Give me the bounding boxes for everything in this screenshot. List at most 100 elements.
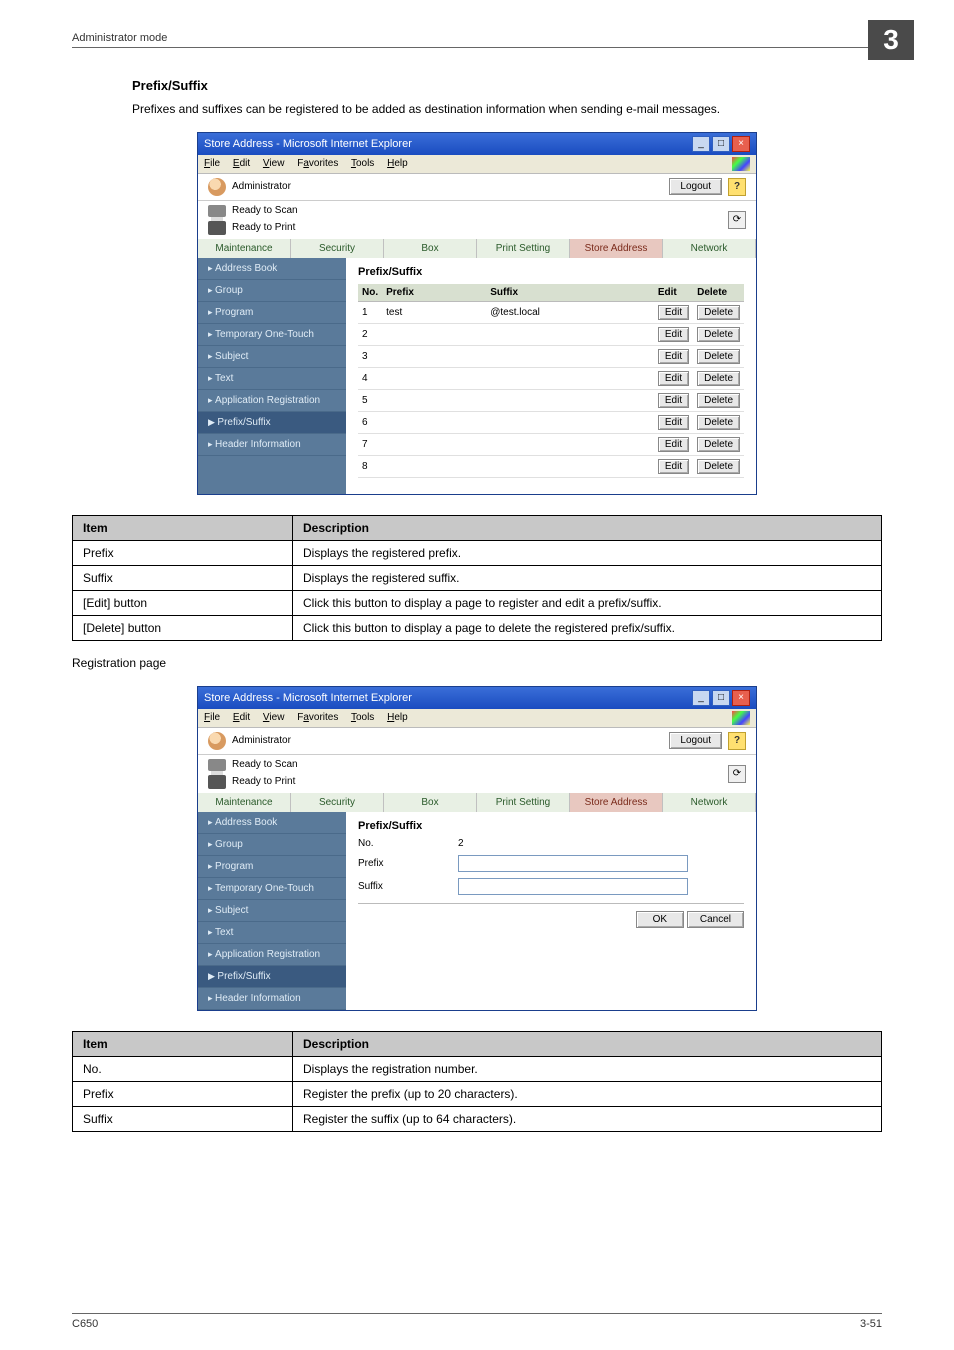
cell-desc: Displays the registered suffix. [293, 565, 882, 590]
cancel-button[interactable]: Cancel [687, 911, 744, 928]
edit-button[interactable]: Edit [658, 371, 689, 386]
cell-item: Suffix [73, 565, 293, 590]
menu-view-2[interactable]: View [263, 712, 285, 723]
tab-box[interactable]: Box [384, 239, 477, 258]
col-edit: Edit [654, 284, 693, 302]
table-row: SuffixDisplays the registered suffix. [73, 565, 882, 590]
sidebar-item-prefix-suffix-2[interactable]: Prefix/Suffix [198, 966, 346, 988]
tab-maintenance[interactable]: Maintenance [198, 239, 291, 258]
menu-help[interactable]: Help [387, 158, 408, 169]
sidebar-item-temporary[interactable]: Temporary One-Touch [198, 324, 346, 346]
tab-security[interactable]: Security [291, 239, 384, 258]
printer-icon-2 [208, 775, 226, 789]
close-icon-2[interactable]: × [732, 690, 750, 706]
help-icon-2[interactable]: ? [728, 732, 746, 750]
prefix-input[interactable] [458, 855, 688, 872]
close-icon[interactable]: × [732, 136, 750, 152]
footer-model: C650 [72, 1318, 98, 1330]
edit-button[interactable]: Edit [658, 459, 689, 474]
sidebar-item-header-info[interactable]: Header Information [198, 434, 346, 456]
delete-button[interactable]: Delete [697, 349, 740, 364]
sidebar-item-subject[interactable]: Subject [198, 346, 346, 368]
spec-table-registration: Item Description No.Displays the registr… [72, 1031, 882, 1132]
sidebar-item-prefix-suffix[interactable]: Prefix/Suffix [198, 412, 346, 434]
help-icon[interactable]: ? [728, 178, 746, 196]
cell-desc: Click this button to display a page to d… [293, 615, 882, 640]
menu-edit-2[interactable]: Edit [233, 712, 250, 723]
maximize-icon-2[interactable]: □ [712, 690, 730, 706]
reg-label-suffix: Suffix [358, 881, 458, 892]
delete-button[interactable]: Delete [697, 459, 740, 474]
sidebar-item-group-2[interactable]: Group [198, 834, 346, 856]
tab-security-2[interactable]: Security [291, 793, 384, 812]
col-prefix: Prefix [382, 284, 486, 302]
tab-store-address[interactable]: Store Address [570, 239, 663, 258]
refresh-icon[interactable]: ⟳ [728, 211, 746, 229]
delete-button[interactable]: Delete [697, 305, 740, 320]
sidebar-item-subject-2[interactable]: Subject [198, 900, 346, 922]
sidebar-item-temporary-2[interactable]: Temporary One-Touch [198, 878, 346, 900]
edit-button[interactable]: Edit [658, 437, 689, 452]
menu-file-2[interactable]: File [204, 712, 220, 723]
table-row: 6 Edit Delete [358, 411, 744, 433]
edit-button[interactable]: Edit [658, 415, 689, 430]
edit-button[interactable]: Edit [658, 349, 689, 364]
pane-title-2: Prefix/Suffix [358, 820, 744, 832]
menu-tools[interactable]: Tools [351, 158, 374, 169]
cell-desc: Register the suffix (up to 64 characters… [293, 1106, 882, 1131]
cell-suffix [486, 389, 654, 411]
minimize-icon[interactable]: _ [692, 136, 710, 152]
minimize-icon-2[interactable]: _ [692, 690, 710, 706]
tab-store-address-2[interactable]: Store Address [570, 793, 663, 812]
suffix-input[interactable] [458, 878, 688, 895]
ie-window-list: Store Address - Microsoft Internet Explo… [197, 132, 757, 495]
sidebar-item-app-reg-2[interactable]: Application Registration [198, 944, 346, 966]
menu-file[interactable]: File [204, 158, 220, 169]
cell-prefix [382, 455, 486, 477]
ie-title-2: Store Address - Microsoft Internet Explo… [204, 692, 412, 704]
tab-maintenance-2[interactable]: Maintenance [198, 793, 291, 812]
col-delete: Delete [693, 284, 744, 302]
sidebar-item-program[interactable]: Program [198, 302, 346, 324]
delete-button[interactable]: Delete [697, 371, 740, 386]
sidebar-item-address-book[interactable]: Address Book [198, 258, 346, 280]
cell-no: 6 [358, 411, 382, 433]
sidebar-item-address-book-2[interactable]: Address Book [198, 812, 346, 834]
ok-button[interactable]: OK [636, 911, 684, 928]
sidebar-item-text[interactable]: Text [198, 368, 346, 390]
tab-network-2[interactable]: Network [663, 793, 756, 812]
tab-network[interactable]: Network [663, 239, 756, 258]
menu-tools-2[interactable]: Tools [351, 712, 374, 723]
sidebar-item-header-info-2[interactable]: Header Information [198, 988, 346, 1010]
section-title: Prefix/Suffix [132, 78, 882, 93]
delete-button[interactable]: Delete [697, 415, 740, 430]
delete-button[interactable]: Delete [697, 437, 740, 452]
tab-box-2[interactable]: Box [384, 793, 477, 812]
sidebar-item-app-reg[interactable]: Application Registration [198, 390, 346, 412]
spec1-head-item: Item [73, 515, 293, 540]
cell-suffix [486, 323, 654, 345]
edit-button[interactable]: Edit [658, 327, 689, 342]
maximize-icon[interactable]: □ [712, 136, 730, 152]
tab-print-setting[interactable]: Print Setting [477, 239, 570, 258]
sidebar-item-group[interactable]: Group [198, 280, 346, 302]
menu-favorites[interactable]: Favorites [297, 158, 338, 169]
logout-button-2[interactable]: Logout [669, 732, 722, 749]
menu-edit[interactable]: Edit [233, 158, 250, 169]
edit-button[interactable]: Edit [658, 305, 689, 320]
edit-button[interactable]: Edit [658, 393, 689, 408]
cell-no: 7 [358, 433, 382, 455]
delete-button[interactable]: Delete [697, 393, 740, 408]
tab-print-setting-2[interactable]: Print Setting [477, 793, 570, 812]
menu-help-2[interactable]: Help [387, 712, 408, 723]
menu-view[interactable]: View [263, 158, 285, 169]
refresh-icon-2[interactable]: ⟳ [728, 765, 746, 783]
menu-favorites-2[interactable]: Favorites [297, 712, 338, 723]
sidebar-item-text-2[interactable]: Text [198, 922, 346, 944]
status-scan: Ready to Scan [232, 205, 298, 216]
sidebar-item-program-2[interactable]: Program [198, 856, 346, 878]
logout-button[interactable]: Logout [669, 178, 722, 195]
table-row: No.Displays the registration number. [73, 1056, 882, 1081]
cell-prefix: test [382, 301, 486, 323]
delete-button[interactable]: Delete [697, 327, 740, 342]
